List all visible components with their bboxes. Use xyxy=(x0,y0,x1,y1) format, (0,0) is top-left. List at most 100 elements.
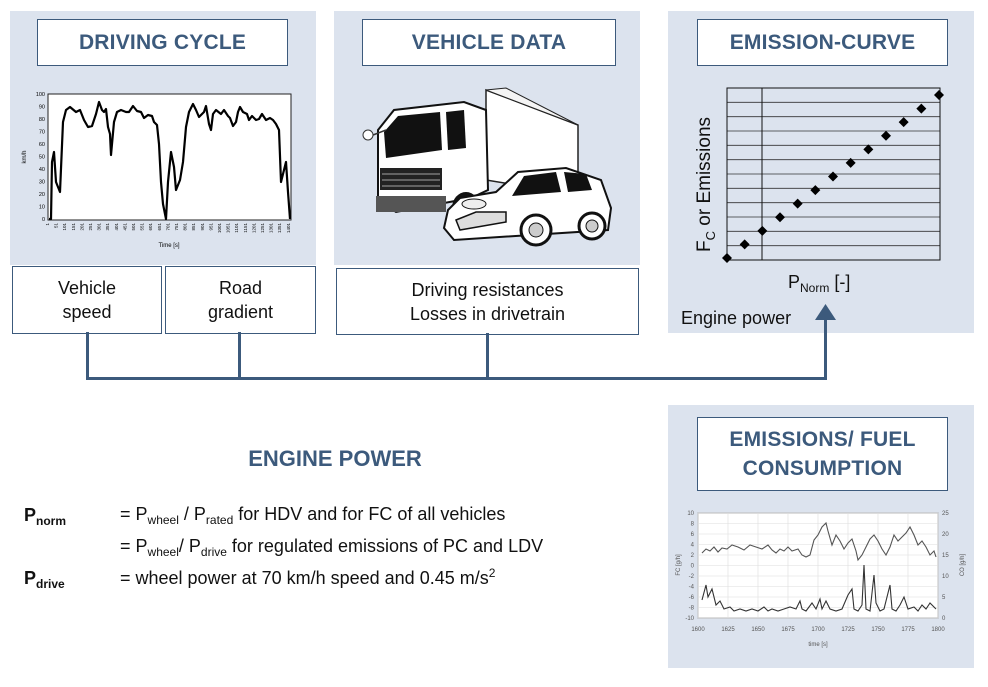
dc-xtick-label: 1201 xyxy=(251,223,256,234)
emission-curve-point xyxy=(775,212,785,223)
em-ytick-left: 4 xyxy=(691,543,695,549)
dc-xtick-label: 501 xyxy=(131,223,136,231)
p-norm-sub: norm xyxy=(36,514,67,528)
emissions-ylabel-right: CO [g/h] xyxy=(960,553,966,576)
driving-cycle-xlabel: Time [s] xyxy=(158,243,179,249)
definition-row-1: = Pwheel / Prated for HDV and for FC of … xyxy=(120,504,505,527)
connector-gradient xyxy=(238,332,241,380)
row2-sub1: wheel xyxy=(147,545,179,559)
p-drive-symbol: Pdrive xyxy=(24,568,65,591)
row2-text1: = P xyxy=(120,536,148,556)
em-ytick-left: -8 xyxy=(689,606,695,612)
dc-xtick-label: 151 xyxy=(71,223,76,231)
dc-xtick-label: 251 xyxy=(88,223,93,231)
dc-xtick-label: 451 xyxy=(122,223,127,231)
p-norm-symbol: Pnorm xyxy=(24,505,66,528)
dc-xtick-label: 901 xyxy=(200,223,205,231)
dc-ytick-label: 0 xyxy=(42,217,45,223)
road-gradient-box: Road gradient xyxy=(165,266,316,334)
svg-text:FC or Emissions: FC or Emissions xyxy=(694,117,718,252)
em-xtick: 1775 xyxy=(901,627,915,633)
em-ytick-right: 5 xyxy=(942,595,946,601)
emission-curve-ylabel-rest: or Emissions xyxy=(694,117,715,231)
dc-ytick-label: 50 xyxy=(39,155,45,161)
em-ytick-right: 25 xyxy=(942,511,949,517)
emission-curve-point xyxy=(792,198,803,209)
em-ytick-left: -10 xyxy=(685,616,694,622)
row2-sub2: drive xyxy=(200,545,227,559)
emissions-title: EMISSIONS/ FUEL CONSUMPTION xyxy=(697,417,948,491)
vehicle-data-title: VEHICLE DATA xyxy=(362,19,616,66)
emission-curve-xlabel: P xyxy=(788,272,800,292)
engine-power-title: ENGINE POWER xyxy=(248,446,422,471)
em-xtick: 1700 xyxy=(811,627,825,633)
dc-xtick-label: 1 xyxy=(45,223,50,226)
passenger-car xyxy=(442,166,613,247)
em-ytick-right: 10 xyxy=(942,574,949,580)
dc-xtick-label: 101 xyxy=(62,223,67,231)
dc-xtick-label: 1401 xyxy=(286,223,291,234)
em-ytick-left: -6 xyxy=(689,595,695,601)
dc-xtick-label: 1301 xyxy=(269,223,274,234)
connector-up xyxy=(824,318,827,380)
dc-ytick-label: 60 xyxy=(39,142,45,148)
em-xtick: 1750 xyxy=(871,627,885,633)
emission-curve-title: EMISSION-CURVE xyxy=(697,19,948,66)
em-xtick: 1600 xyxy=(691,627,705,633)
connector-horizontal xyxy=(86,377,827,380)
vehicle-illustration xyxy=(362,87,613,247)
dc-xtick-label: 1251 xyxy=(260,223,265,234)
dc-ytick-label: 100 xyxy=(36,92,45,98)
definition-row-3: = wheel power at 70 km/h speed and 0.45 … xyxy=(120,566,495,589)
em-ytick-left: -2 xyxy=(689,574,695,580)
vehicle-speed-box: Vehicle speed xyxy=(12,266,162,334)
dc-xtick-label: 1351 xyxy=(277,223,282,234)
row3-sup: 2 xyxy=(488,566,496,580)
emission-curve-xlabel-rest: [-] xyxy=(829,272,850,292)
em-xtick: 1625 xyxy=(721,627,735,633)
row1-sub1: wheel xyxy=(147,513,179,527)
em-ytick-left: 8 xyxy=(691,522,695,528)
emission-curve-point xyxy=(898,117,909,128)
dc-ytick-label: 80 xyxy=(39,117,45,123)
driving-cycle-title: DRIVING CYCLE xyxy=(37,19,288,66)
dc-xtick-label: 1151 xyxy=(243,223,248,233)
emission-curve-xlabel-sub: Norm xyxy=(800,281,829,295)
emission-curve-point xyxy=(722,253,732,263)
em-ytick-left: 6 xyxy=(691,532,695,538)
dc-xtick-label: 951 xyxy=(208,223,213,231)
dc-ytick-label: 10 xyxy=(39,205,45,211)
em-xtick: 1650 xyxy=(751,627,765,633)
dc-xtick-label: 1051 xyxy=(226,223,231,234)
em-ytick-right: 0 xyxy=(942,616,946,622)
emission-curve-point xyxy=(881,130,891,141)
em-xtick: 1725 xyxy=(841,627,855,633)
dc-xtick-label: 401 xyxy=(114,223,119,231)
emission-curve-point xyxy=(934,90,944,100)
emission-curve-point xyxy=(916,103,927,114)
dc-xtick-label: 701 xyxy=(165,223,170,231)
row1-sub2: rated xyxy=(205,513,234,527)
dc-ytick-label: 40 xyxy=(39,167,45,173)
driving-cycle-ylabel: km/h xyxy=(22,150,28,163)
dc-xtick-label: 751 xyxy=(174,223,179,231)
emission-curve-point xyxy=(757,225,768,236)
dc-xtick-label: 851 xyxy=(191,223,196,231)
p-drive-sub: drive xyxy=(36,577,65,591)
em-ytick-left: 0 xyxy=(691,564,695,570)
emissions-ylabel-left: FC [g/h] xyxy=(676,554,682,576)
emission-curve-ylabel: F xyxy=(694,240,715,252)
p-norm-main: P xyxy=(24,505,37,525)
row2-text2: / P xyxy=(178,536,201,556)
emission-curve-point xyxy=(739,239,750,250)
connector-speed xyxy=(86,332,89,380)
em-xtick: 1800 xyxy=(931,627,945,633)
emissions-xlabel: time [s] xyxy=(808,642,828,648)
dc-ytick-label: 20 xyxy=(39,192,45,198)
svg-text:PNorm [-]: PNorm [-] xyxy=(788,272,850,295)
em-ytick-left: 2 xyxy=(691,553,695,559)
row3-text1: = wheel power at 70 km/h speed and 0.45 … xyxy=(120,568,489,588)
em-ytick-right: 20 xyxy=(942,532,949,538)
